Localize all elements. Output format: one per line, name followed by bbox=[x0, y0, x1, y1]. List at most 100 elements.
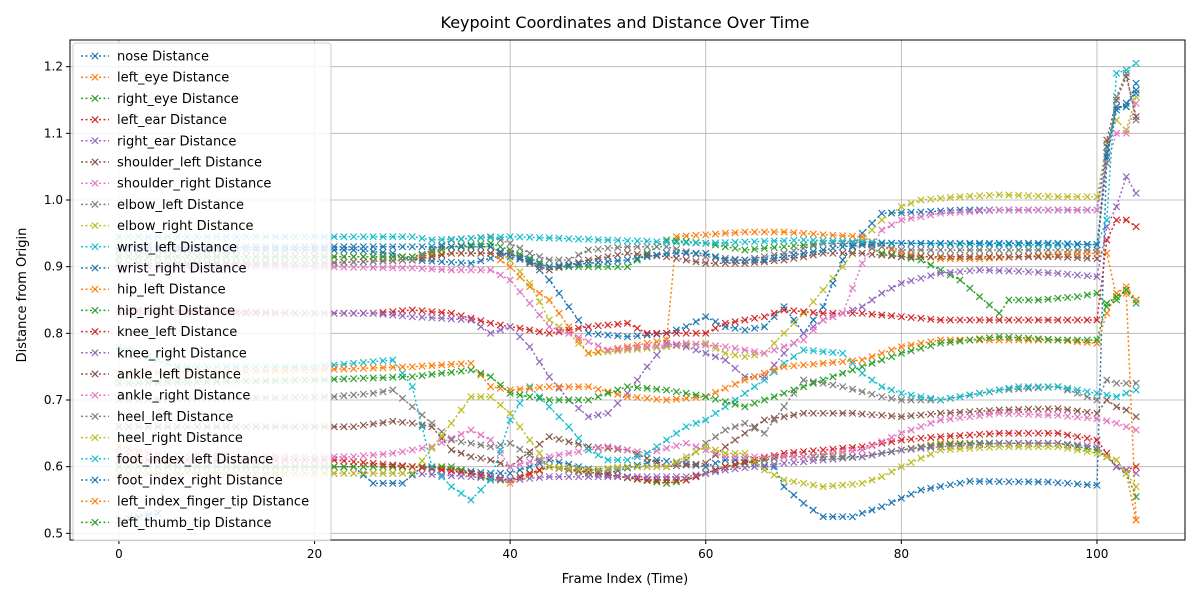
data-point bbox=[1103, 153, 1111, 161]
data-point bbox=[809, 457, 817, 465]
data-point bbox=[457, 266, 465, 274]
data-point bbox=[897, 396, 906, 404]
data-point bbox=[907, 199, 915, 207]
data-point bbox=[907, 391, 915, 399]
data-point bbox=[975, 246, 984, 254]
data-point bbox=[359, 364, 368, 372]
data-point bbox=[878, 239, 886, 247]
data-point bbox=[467, 393, 475, 401]
data-point bbox=[408, 306, 416, 314]
data-point bbox=[711, 259, 720, 267]
data-point bbox=[408, 403, 416, 411]
data-point bbox=[506, 323, 514, 331]
data-point bbox=[623, 256, 632, 264]
data-point bbox=[526, 451, 534, 459]
data-point bbox=[750, 314, 759, 322]
data-point bbox=[692, 473, 700, 481]
data-point bbox=[780, 253, 788, 261]
data-point bbox=[721, 443, 729, 451]
data-point bbox=[565, 329, 573, 337]
data-point bbox=[1132, 116, 1140, 124]
data-point bbox=[369, 469, 377, 477]
data-point bbox=[868, 250, 876, 258]
data-point bbox=[985, 191, 994, 199]
data-point bbox=[858, 241, 866, 249]
data-point bbox=[936, 246, 945, 254]
data-point bbox=[741, 228, 749, 236]
data-point bbox=[878, 251, 886, 259]
data-point bbox=[574, 258, 583, 267]
legend-item: shoulder_right Distance bbox=[81, 177, 271, 192]
data-point bbox=[662, 457, 671, 465]
data-point bbox=[956, 337, 964, 345]
data-point bbox=[809, 506, 817, 514]
data-point bbox=[379, 233, 387, 241]
data-point bbox=[623, 463, 632, 471]
data-point bbox=[897, 446, 906, 454]
data-point bbox=[878, 356, 886, 364]
data-point bbox=[711, 318, 720, 326]
data-point bbox=[359, 243, 368, 251]
legend-label: heel_right Distance bbox=[117, 431, 243, 446]
data-point bbox=[506, 249, 514, 257]
data-point bbox=[809, 481, 817, 489]
data-point bbox=[995, 241, 1003, 249]
data-point bbox=[878, 209, 886, 217]
data-point bbox=[927, 443, 935, 452]
data-point bbox=[750, 423, 759, 431]
data-point bbox=[359, 309, 368, 317]
data-point bbox=[721, 463, 729, 471]
legend-marker bbox=[91, 221, 99, 230]
data-point bbox=[956, 239, 964, 247]
y-tick-label: 1.0 bbox=[44, 193, 63, 207]
data-point bbox=[731, 344, 739, 352]
data-point bbox=[682, 453, 690, 461]
data-point bbox=[1132, 483, 1140, 491]
data-point bbox=[1024, 478, 1033, 486]
data-point bbox=[702, 341, 710, 349]
data-point bbox=[584, 246, 593, 254]
data-point bbox=[1083, 254, 1091, 262]
legend-label: right_eye Distance bbox=[117, 92, 239, 107]
data-point bbox=[917, 444, 925, 452]
data-point bbox=[369, 463, 377, 471]
data-point bbox=[1024, 316, 1033, 324]
data-point bbox=[594, 258, 602, 267]
data-point bbox=[467, 234, 475, 242]
data-point bbox=[1132, 386, 1140, 394]
data-point bbox=[467, 366, 475, 374]
data-point bbox=[584, 338, 593, 346]
data-point bbox=[1083, 481, 1091, 489]
data-point bbox=[565, 438, 573, 446]
data-point bbox=[643, 476, 651, 484]
data-point bbox=[799, 346, 808, 354]
data-point bbox=[956, 479, 964, 487]
data-point bbox=[760, 313, 769, 321]
data-point bbox=[389, 461, 397, 469]
legend-item: heel_right Distance bbox=[81, 431, 243, 446]
data-point bbox=[829, 455, 837, 463]
data-point bbox=[780, 403, 788, 411]
data-point bbox=[956, 253, 964, 261]
data-point bbox=[731, 453, 739, 461]
data-point bbox=[819, 379, 827, 387]
data-point bbox=[878, 249, 886, 257]
data-point bbox=[741, 326, 749, 334]
data-point bbox=[927, 410, 935, 418]
data-point bbox=[486, 383, 495, 391]
data-point bbox=[780, 349, 788, 357]
data-point bbox=[555, 435, 563, 443]
data-point bbox=[379, 450, 387, 458]
data-point bbox=[516, 288, 524, 296]
series-shoulder_right-Distance bbox=[115, 409, 1140, 471]
data-point bbox=[770, 414, 778, 422]
data-point bbox=[868, 506, 876, 514]
data-point bbox=[457, 312, 465, 320]
legend-item: left_eye Distance bbox=[81, 71, 229, 86]
data-point bbox=[975, 293, 984, 301]
data-point bbox=[702, 469, 710, 477]
data-point bbox=[780, 329, 788, 337]
data-point bbox=[858, 233, 866, 241]
chart-title: Keypoint Coordinates and Distance Over T… bbox=[441, 13, 810, 32]
data-point bbox=[428, 246, 436, 254]
